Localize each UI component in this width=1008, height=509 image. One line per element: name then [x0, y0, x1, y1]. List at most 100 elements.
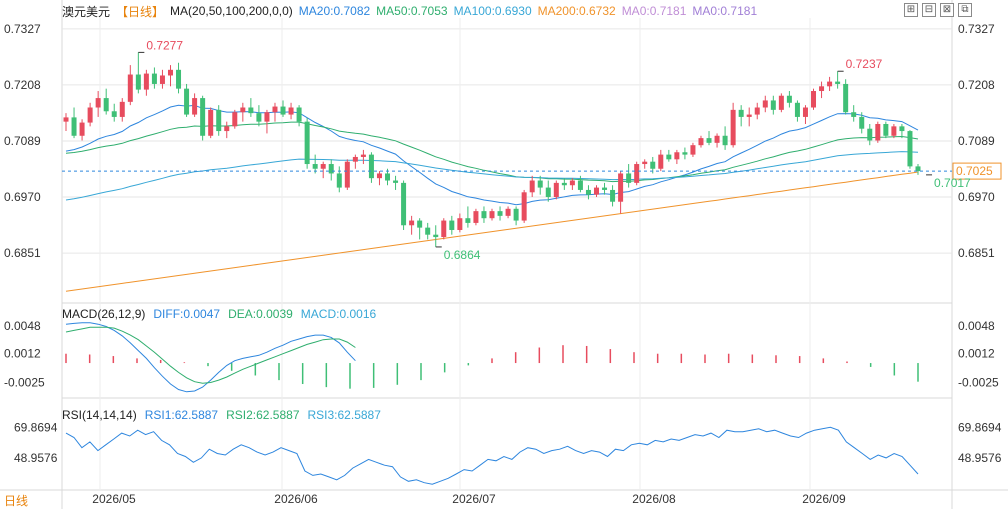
candle-body — [907, 131, 913, 167]
candle-body — [497, 211, 503, 216]
candle-body — [457, 218, 463, 230]
candle-body — [875, 123, 881, 141]
candle-body — [561, 182, 567, 186]
window-icon[interactable]: ⧉ — [958, 3, 972, 17]
candle-body — [867, 128, 873, 141]
macd-tick-right: 0.0012 — [958, 347, 995, 361]
low-label: 0.7017 — [934, 176, 971, 190]
rsi-tick-left: 69.8694 — [14, 420, 58, 434]
candle-body — [835, 81, 841, 84]
macd-diff-line — [65, 322, 356, 393]
candle-body — [481, 211, 487, 219]
candle-body — [513, 208, 519, 221]
candle-body — [778, 95, 784, 110]
candle-body — [634, 164, 640, 183]
candle-body — [473, 211, 479, 223]
candle-body — [256, 113, 262, 122]
candle-body — [626, 173, 632, 183]
price-tick-left: 0.6970 — [4, 190, 41, 204]
rsi-panel — [65, 426, 919, 485]
rsi-header: RSI(14,14,14) RSI1:62.5887 RSI2:62.5887 … — [62, 408, 381, 422]
macd-title[interactable]: MACD(26,12,9) — [62, 307, 146, 321]
candle-body — [802, 107, 808, 117]
candle-body — [666, 154, 672, 160]
candle-body — [794, 102, 800, 117]
candle-body — [401, 182, 407, 226]
price-tick-right: 0.7208 — [958, 78, 995, 92]
candle-body — [714, 135, 720, 143]
candle-body — [859, 116, 865, 129]
ma200-value: MA200:0.6732 — [537, 4, 616, 18]
rsi1-line — [65, 426, 919, 485]
macd-header: MACD(26,12,9) DIFF:0.0047 DEA:0.0039 MAC… — [62, 307, 376, 321]
current-price-label: 0.7025 — [956, 164, 993, 178]
candle-body — [393, 180, 399, 183]
candle-body — [602, 187, 608, 190]
candle-body — [851, 112, 857, 117]
candle-body — [79, 122, 85, 136]
macd-tick-left: 0.0012 — [4, 347, 41, 361]
candle-body — [682, 152, 688, 155]
candle-body — [272, 106, 278, 113]
high-label: 0.7237 — [846, 57, 883, 71]
candle-body — [585, 189, 591, 195]
candle-body — [151, 73, 157, 84]
candle-body — [819, 86, 825, 92]
rsi-title[interactable]: RSI(14,14,14) — [62, 408, 137, 422]
current-price-box — [952, 162, 1002, 180]
candle-body — [208, 109, 214, 136]
candle-body — [192, 98, 198, 115]
rsi3-value: RSI3:62.5887 — [307, 408, 381, 422]
price-annotations: 0.7025 0.7277 0.6864 0.7237 0.7017 — [62, 38, 1002, 262]
candle-body — [288, 107, 294, 115]
price-tick-right: 0.6851 — [958, 246, 995, 260]
time-tick-label: 2026/09 — [802, 492, 846, 506]
price-tick-right: 0.7327 — [958, 22, 995, 36]
macd-panel — [65, 322, 919, 393]
candle-body — [200, 98, 206, 136]
expand-icon[interactable]: ⊞ — [904, 3, 918, 17]
ma50-line — [65, 121, 919, 183]
candle-body — [843, 83, 849, 113]
ma-settings-label[interactable]: MA(20,50,100,200,0,0) — [170, 4, 293, 18]
candle-body — [184, 88, 190, 115]
candle-body — [610, 189, 616, 202]
minus-icon[interactable]: ⊟ — [922, 3, 936, 17]
candle-body — [425, 227, 431, 235]
candle-body — [569, 180, 575, 186]
candle-body — [344, 161, 350, 188]
candle-body — [698, 138, 704, 146]
candle-body — [312, 164, 318, 169]
candle-body — [216, 109, 222, 132]
period-footer[interactable]: 日线 — [4, 494, 29, 508]
period-label[interactable]: 【日线】 — [116, 4, 165, 19]
ma50-value: MA50:0.7053 — [376, 4, 448, 18]
ma100-line — [65, 151, 919, 201]
candle-body — [376, 173, 382, 179]
candle-body — [63, 117, 69, 122]
macd-diff-value: DIFF:0.0047 — [153, 307, 221, 321]
candle-body — [811, 91, 817, 108]
candle-body — [545, 187, 551, 198]
ma20-value: MA20:0.7082 — [298, 4, 371, 18]
high-label: 0.7277 — [146, 38, 183, 52]
ma0-value-2: MA0:0.7181 — [692, 4, 758, 18]
candle-body — [296, 107, 302, 122]
candle-body — [119, 101, 125, 117]
candle-body — [409, 220, 415, 226]
rsi2-value: RSI2:62.5887 — [226, 408, 300, 422]
candle-body — [127, 74, 133, 102]
main-header: 澳元美元 【日线】 MA(20,50,100,200,0,0) MA20:0.7… — [62, 3, 757, 19]
candle-body — [593, 187, 599, 195]
candle-body — [553, 182, 559, 198]
candle-body — [770, 100, 776, 110]
macd-tick-right: -0.0025 — [958, 375, 999, 389]
macd-dea-line — [65, 326, 356, 384]
candle-body — [537, 180, 543, 188]
rsi-tick-right: 69.8694 — [958, 420, 1002, 434]
grid-icon[interactable]: ⊠ — [940, 3, 954, 17]
rsi1-value: RSI1:62.5887 — [144, 408, 219, 422]
ma200-line — [65, 171, 919, 292]
time-tick-label: 2026/07 — [452, 492, 496, 506]
